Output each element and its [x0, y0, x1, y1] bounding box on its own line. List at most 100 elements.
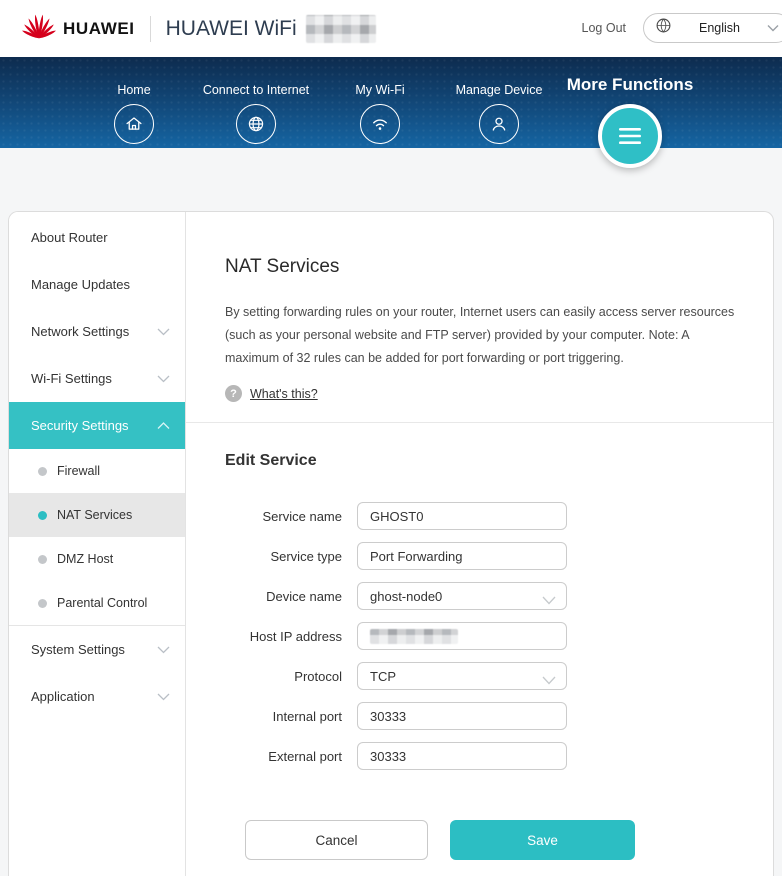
- sidebar-item-label: Application: [31, 689, 95, 704]
- nav-label: Manage Device: [455, 83, 543, 97]
- sidebar-item-parental-control[interactable]: Parental Control: [9, 581, 185, 625]
- sidebar-item-manage-updates[interactable]: Manage Updates: [9, 261, 185, 308]
- protocol-value: TCP: [370, 668, 396, 684]
- form-row-device-name: Device name ghost-node0: [225, 582, 773, 611]
- wifi-icon: [360, 104, 400, 144]
- header-divider: [149, 15, 151, 42]
- bullet-icon: [38, 598, 47, 608]
- bullet-icon: [38, 466, 47, 476]
- sidebar-item-label: About Router: [31, 230, 108, 245]
- brand-name: HUAWEI: [63, 18, 135, 38]
- sidebar-item-about-router[interactable]: About Router: [9, 214, 185, 261]
- more-functions-label: More Functions: [566, 75, 694, 94]
- protocol-label: Protocol: [294, 668, 342, 684]
- page-title: NAT Services: [225, 256, 340, 277]
- sidebar-item-label: Wi-Fi Settings: [31, 371, 112, 386]
- huawei-logo-icon: [22, 13, 56, 44]
- header-actions: Log Out English: [582, 13, 782, 43]
- external-port-label: External port: [268, 748, 342, 764]
- service-type-value: Port Forwarding: [370, 548, 463, 564]
- nav-item-connect-to-internet[interactable]: Connect to Internet: [176, 83, 336, 144]
- service-type-label: Service type: [270, 548, 342, 564]
- settings-sidebar: About Router Manage Updates Network Sett…: [9, 212, 186, 876]
- chevron-down-icon: [157, 324, 170, 339]
- chevron-down-icon: [542, 673, 556, 688]
- sidebar-item-firewall[interactable]: Firewall: [9, 449, 185, 493]
- whats-this-row: ? What's this?: [225, 385, 773, 403]
- form-actions: Cancel Save: [225, 820, 773, 861]
- chevron-down-icon: [157, 642, 170, 657]
- internal-port-input[interactable]: [357, 702, 567, 731]
- device-name-label: Device name: [266, 588, 342, 604]
- chevron-down-icon: [542, 593, 556, 608]
- chevron-down-icon: [157, 689, 170, 704]
- host-ip-input[interactable]: [357, 622, 567, 651]
- nav-label: My Wi-Fi: [355, 83, 405, 97]
- language-selector[interactable]: English: [643, 13, 782, 43]
- edit-service-heading: Edit Service: [225, 452, 317, 470]
- form-row-service-name: Service name: [225, 502, 773, 531]
- sidebar-item-dmz-host[interactable]: DMZ Host: [9, 537, 185, 581]
- sidebar-item-application[interactable]: Application: [9, 673, 185, 720]
- save-button[interactable]: Save: [450, 820, 635, 861]
- top-header: HUAWEI HUAWEI WiFi Log Out English: [0, 0, 782, 57]
- nav-item-manage-device[interactable]: Manage Device: [429, 83, 569, 144]
- bullet-icon: [38, 554, 47, 564]
- main-navbar: Home Connect to Internet My Wi-Fi: [0, 57, 782, 168]
- question-icon: ?: [225, 385, 242, 403]
- external-port-input[interactable]: [357, 742, 567, 771]
- internal-port-label: Internal port: [272, 708, 342, 724]
- sidebar-item-label: System Settings: [31, 642, 125, 657]
- host-ip-redacted-value: [370, 628, 458, 644]
- product-title: HUAWEI WiFi: [165, 16, 297, 40]
- service-name-input[interactable]: [357, 502, 567, 531]
- host-ip-label: Host IP address: [249, 628, 342, 644]
- chevron-down-icon: [157, 371, 170, 386]
- hamburger-icon[interactable]: [598, 104, 662, 168]
- sidebar-item-label: Network Settings: [31, 324, 130, 339]
- cancel-button[interactable]: Cancel: [245, 820, 428, 861]
- language-globe-icon: [655, 17, 672, 39]
- nav-item-my-wifi[interactable]: My Wi-Fi: [320, 83, 440, 144]
- person-icon: [479, 104, 519, 144]
- chevron-up-icon: [157, 418, 170, 433]
- sidebar-item-label: DMZ Host: [57, 552, 114, 566]
- globe-icon: [236, 104, 276, 144]
- edit-service-form: Service name Service type Port Forwardin…: [225, 502, 773, 771]
- section-divider: [186, 422, 773, 424]
- security-subgroup: Firewall NAT Services DMZ Host Parental …: [9, 449, 185, 626]
- huawei-brand: HUAWEI: [22, 13, 135, 44]
- sidebar-item-system-settings[interactable]: System Settings: [9, 626, 185, 673]
- form-row-internal-port: Internal port: [225, 702, 773, 731]
- logout-button[interactable]: Log Out: [581, 21, 626, 35]
- nav-item-more-functions[interactable]: More Functions: [550, 75, 710, 168]
- sidebar-item-network-settings[interactable]: Network Settings: [9, 308, 185, 355]
- device-name-value: ghost-node0: [370, 588, 443, 604]
- sidebar-item-label: Firewall: [57, 464, 101, 478]
- form-row-protocol: Protocol TCP: [225, 662, 773, 691]
- nat-services-panel: NAT Services By setting forwarding rules…: [186, 212, 773, 876]
- nav-label: Home: [117, 83, 151, 97]
- nav-label: Connect to Internet: [202, 83, 310, 97]
- sidebar-item-label: Manage Updates: [31, 277, 131, 292]
- form-row-external-port: External port: [225, 742, 773, 771]
- bullet-icon: [38, 510, 47, 520]
- service-type-field: Port Forwarding: [357, 542, 567, 571]
- form-row-host-ip: Host IP address: [225, 622, 773, 651]
- content-card: About Router Manage Updates Network Sett…: [8, 211, 774, 876]
- device-name-select[interactable]: ghost-node0: [357, 582, 567, 611]
- form-row-service-type: Service type Port Forwarding: [225, 542, 773, 571]
- sidebar-item-label: Security Settings: [31, 418, 129, 433]
- sidebar-item-label: NAT Services: [57, 508, 133, 522]
- sidebar-item-security-settings[interactable]: Security Settings: [9, 402, 185, 449]
- sidebar-item-wifi-settings[interactable]: Wi-Fi Settings: [9, 355, 185, 402]
- language-value: English: [699, 21, 740, 35]
- nav-item-home[interactable]: Home: [74, 83, 194, 144]
- protocol-select[interactable]: TCP: [357, 662, 567, 691]
- page-description: By setting forwarding rules on your rout…: [225, 305, 735, 366]
- sidebar-item-label: Parental Control: [57, 596, 148, 610]
- service-name-label: Service name: [262, 508, 342, 524]
- whats-this-link[interactable]: What's this?: [250, 386, 318, 401]
- sidebar-item-nat-services[interactable]: NAT Services: [9, 493, 185, 537]
